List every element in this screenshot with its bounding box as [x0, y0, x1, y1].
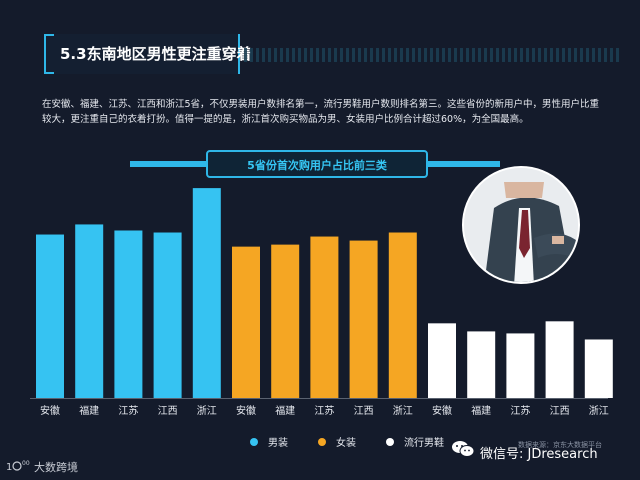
brand-logo-icon: 1 00 — [6, 460, 30, 473]
x-tick-label: 福建 — [275, 404, 295, 417]
man-in-suit-image — [464, 168, 578, 282]
legend-item-womenswear: 女装 — [318, 434, 356, 449]
bar-0-2 — [114, 230, 143, 398]
subtitle-line-right — [428, 161, 500, 167]
x-tick-label: 江西 — [354, 405, 374, 417]
x-tick-label: 安徽 — [40, 404, 60, 417]
bar-2-4 — [584, 339, 613, 398]
legend-label: 男装 — [268, 438, 288, 449]
svg-text:00: 00 — [22, 460, 30, 467]
brand-name: 大数跨境 — [34, 461, 78, 474]
legend: 男装 女装 流行男鞋 — [250, 434, 444, 449]
legend-dot-icon — [250, 437, 258, 446]
x-tick-label: 浙江 — [393, 405, 413, 417]
source-note: 数据来源：京东大数据平台 — [518, 441, 602, 449]
wechat-icon — [452, 441, 474, 457]
x-tick-label: 江苏 — [510, 404, 530, 417]
title-box: 5.3东南地区男性更注重穿着 — [44, 34, 252, 74]
x-tick-label: 安徽 — [432, 404, 452, 417]
bar-2-1 — [467, 331, 496, 398]
intro-paragraph: 在安徽、福建、江苏、江西和浙江5省，不仅男装用户数排名第一，流行男鞋用户数则排名… — [42, 99, 600, 125]
bar-1-0 — [232, 246, 260, 398]
legend-item-mens-shoes: 流行男鞋 — [386, 434, 444, 449]
legend-item-menswear: 男装 — [250, 434, 288, 449]
bar-2-0 — [428, 323, 456, 398]
bar-0-0 — [36, 234, 64, 398]
x-tick-label: 江西 — [550, 405, 570, 417]
x-tick-label: 浙江 — [589, 405, 609, 417]
bar-1-2 — [310, 236, 339, 398]
legend-label: 女装 — [336, 438, 356, 449]
x-tick-label: 福建 — [79, 404, 99, 417]
x-tick-label: 江苏 — [314, 404, 334, 417]
page-title: 5.3东南地区男性更注重穿着 — [60, 45, 252, 63]
legend-dot-icon — [386, 437, 394, 446]
bar-0-1 — [75, 224, 104, 398]
x-tick-label: 浙江 — [197, 405, 217, 417]
svg-text:1: 1 — [6, 462, 12, 473]
bar-2-3 — [545, 321, 574, 398]
bar-0-4 — [192, 188, 221, 398]
legend-label: 流行男鞋 — [404, 438, 444, 449]
bar-1-4 — [388, 232, 417, 398]
x-tick-label: 江西 — [158, 405, 178, 417]
bar-0-3 — [153, 232, 182, 398]
wechat-id: 微信号: JDresearch — [480, 447, 598, 462]
x-tick-label: 江苏 — [118, 404, 138, 417]
bar-1-1 — [271, 244, 300, 398]
chart-title-frame: 5省份首次购用户占比前三类 — [206, 150, 428, 178]
bar-1-3 — [349, 240, 378, 398]
subtitle-line-left — [130, 161, 206, 167]
legend-dot-icon — [318, 437, 326, 446]
x-tick-label: 福建 — [471, 404, 491, 417]
chart-title: 5省份首次购用户占比前三类 — [247, 159, 387, 172]
title-decoration — [244, 48, 620, 62]
bar-2-2 — [506, 333, 535, 398]
man-in-suit-photo — [462, 166, 580, 284]
x-tick-label: 安徽 — [236, 404, 256, 417]
